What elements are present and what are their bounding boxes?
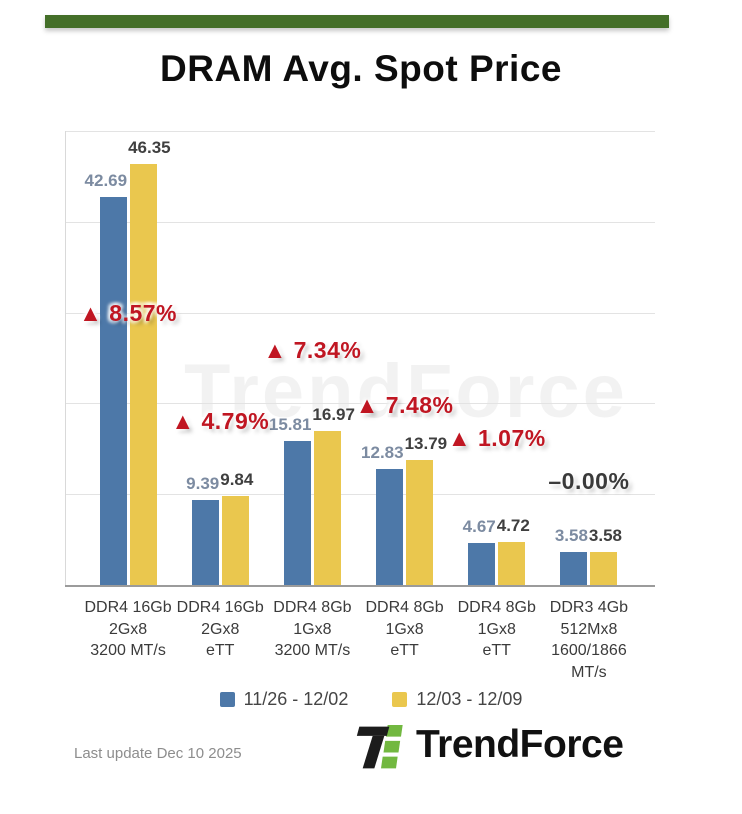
change-annotation: ▲ 8.57% [79,300,178,327]
legend-item-week1: 11/26 - 12/02 [219,689,349,710]
bar [498,542,526,585]
change-annotation: –0.00% [548,468,630,495]
value-label: 4.67 [462,516,496,536]
bar [313,430,341,585]
value-label: 15.81 [268,415,312,435]
chart-title: DRAM Avg. Spot Price [160,48,562,89]
bar [406,459,434,585]
bar [468,542,496,585]
gridline [65,312,655,314]
legend-label-week2: 12/03 - 12/09 [416,689,523,709]
last-update-text: Last update Dec 10 2025 [74,745,242,762]
x-axis-label: DDR3 4Gb 512Mx8 1600/1866 MT/s [549,599,629,681]
value-label: 9.84 [220,469,254,489]
change-annotation: ▲ 7.48% [355,392,454,419]
change-annotation: ▲ 7.34% [263,336,362,363]
value-label: 42.69 [84,171,128,191]
x-axis-label: DDR4 8Gb 1Gx8 eTT [457,599,536,659]
value-label: 9.39 [186,473,220,493]
bar [221,495,249,585]
legend-swatch-yellow [392,692,408,707]
value-label: 3.58 [588,526,622,546]
legend-swatch-blue [219,692,235,707]
value-label: 16.97 [312,404,355,424]
value-label: 12.83 [361,442,404,462]
x-axis-line [65,585,655,587]
legend: 11/26 - 12/02 12/03 - 12/09 [0,689,742,710]
top-accent-bar [45,15,669,28]
brand-name: TrendForce [416,723,624,766]
x-axis-label: DDR4 8Gb 1Gx8 eTT [365,599,444,659]
legend-item-week2: 12/03 - 12/09 [392,689,522,710]
legend-label-week1: 11/26 - 12/02 [243,689,349,709]
x-axis-label: DDR4 8Gb 1Gx8 3200 MT/s [273,599,352,659]
bar [590,552,618,585]
change-annotation: ▲ 4.79% [171,408,270,435]
trendforce-logo-icon [356,725,403,769]
x-axis-label: DDR4 16Gb 2Gx8 eTT [176,599,264,659]
value-label: 46.35 [128,138,171,158]
gridline [65,221,655,223]
brand-logo: TrendForce [356,720,624,770]
watermark: TrendForce [184,349,628,434]
gridline [65,494,655,496]
bar [283,441,311,585]
change-annotation: ▲ 1.07% [447,424,546,451]
value-label: 3.58 [554,526,588,546]
gridline [65,403,655,405]
bar [560,552,588,585]
x-axis-label: DDR4 16Gb 2Gx8 3200 MT/s [84,599,172,659]
value-label: 4.72 [496,516,530,536]
bar [129,164,157,585]
bar [376,468,404,585]
value-label: 13.79 [404,433,448,453]
bar [99,197,127,585]
gridline [65,131,655,132]
bar [191,499,219,585]
y-axis-line [65,131,66,585]
